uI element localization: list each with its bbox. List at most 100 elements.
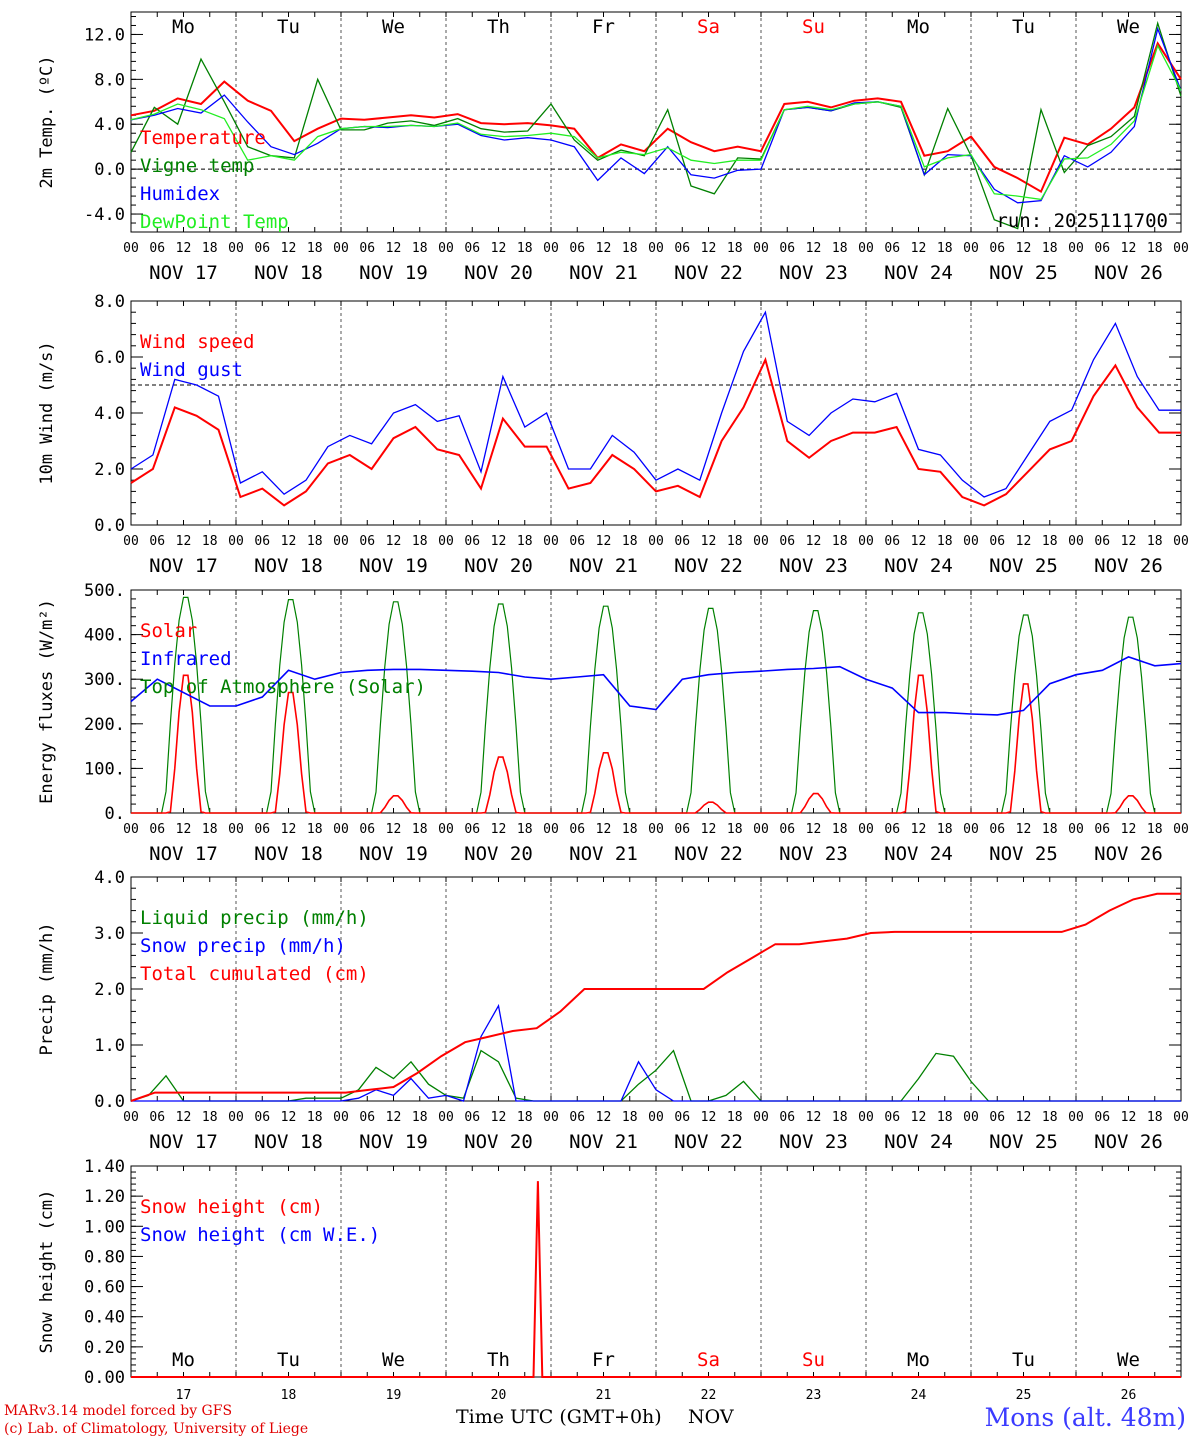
x-hour-label: 18: [202, 1110, 218, 1125]
x-hour-label: 00: [228, 534, 244, 549]
panel-flux: [130, 589, 1182, 814]
weekday-label: We: [382, 16, 405, 38]
x-hour-label: 12: [281, 241, 297, 256]
x-hour-label: 06: [464, 241, 480, 256]
y-tick-label: 3.0: [94, 924, 125, 944]
x-hour-label: 12: [1016, 1110, 1032, 1125]
legend-entry: Infrared: [140, 648, 232, 670]
day-number-label: 25: [1016, 1388, 1032, 1403]
x-date-label: NOV 21: [569, 843, 638, 865]
x-date-label: NOV 20: [464, 1131, 533, 1153]
x-hour-label: 12: [596, 534, 612, 549]
y-tick-label: 0.0: [94, 1092, 125, 1112]
x-hour-label: 06: [989, 1110, 1005, 1125]
x-hour-label: 12: [386, 1110, 402, 1125]
x-hour-label: 18: [1042, 822, 1058, 837]
weekday-label: Th: [487, 1349, 510, 1371]
x-hour-label: 06: [359, 241, 375, 256]
x-hour-label: 18: [517, 241, 533, 256]
x-hour-label: 00: [753, 534, 769, 549]
x-hour-label: 12: [806, 822, 822, 837]
y-axis-label: Precip (mm/h): [37, 922, 57, 1055]
y-tick-label: 0.0: [94, 160, 125, 180]
weekday-label: Mo: [907, 1349, 930, 1371]
x-hour-label: 18: [1147, 241, 1163, 256]
weekday-label: Su: [802, 16, 825, 38]
x-date-label: NOV 26: [1094, 843, 1163, 865]
legend-entry: Total cumulated (cm): [140, 963, 369, 985]
series-line-blue: [131, 1003, 1181, 1102]
legend-entry: Wind gust: [140, 359, 243, 381]
station-name: Mons (alt. 48m): [984, 1403, 1186, 1432]
legend-entry: Solar: [140, 620, 197, 642]
x-hour-label: 12: [701, 241, 717, 256]
x-date-label: NOV 22: [674, 555, 743, 577]
x-date-label: NOV 22: [674, 843, 743, 865]
x-date-label: NOV 21: [569, 262, 638, 284]
x-date-label: NOV 23: [779, 1131, 848, 1153]
series-line-green: [130, 20, 1182, 230]
x-hour-label: 12: [701, 534, 717, 549]
x-hour-label: 18: [937, 534, 953, 549]
x-hour-label: 00: [858, 534, 874, 549]
day-number-label: 22: [701, 1388, 717, 1403]
x-hour-label: 18: [622, 822, 638, 837]
x-hour-label: 06: [884, 534, 900, 549]
y-axis-label: Energy fluxes (W/m²): [37, 599, 57, 804]
day-number-label: 23: [806, 1388, 822, 1403]
x-hour-label: 06: [674, 241, 690, 256]
weekday-label: We: [382, 1349, 405, 1371]
x-hour-label: 12: [911, 534, 927, 549]
x-hour-label: 00: [333, 822, 349, 837]
x-hour-label: 00: [1173, 1110, 1189, 1125]
x-hour-label: 06: [149, 822, 165, 837]
y-tick-label: 200.: [84, 715, 125, 735]
x-date-label: NOV 26: [1094, 1131, 1163, 1153]
x-date-label: NOV 23: [779, 843, 848, 865]
x-hour-label: 06: [149, 241, 165, 256]
x-hour-label: 18: [622, 241, 638, 256]
x-hour-label: 12: [596, 241, 612, 256]
x-hour-label: 00: [1068, 534, 1084, 549]
time-axis-label: Time UTC (GMT+0h): [456, 1406, 662, 1428]
x-date-label: NOV 19: [359, 262, 428, 284]
x-hour-label: 06: [359, 1110, 375, 1125]
x-hour-label: 00: [228, 1110, 244, 1125]
x-hour-label: 00: [1068, 1110, 1084, 1125]
weekday-label: Mo: [172, 16, 195, 38]
x-date-label: NOV 18: [254, 843, 323, 865]
x-date-label: NOV 24: [884, 555, 953, 577]
x-date-label: NOV 17: [149, 1131, 218, 1153]
x-hour-label: 00: [753, 1110, 769, 1125]
x-hour-label: 06: [1094, 241, 1110, 256]
x-hour-label: 18: [202, 822, 218, 837]
x-hour-label: 12: [281, 822, 297, 837]
x-hour-label: 06: [464, 822, 480, 837]
x-hour-label: 18: [412, 241, 428, 256]
weekday-label: We: [1117, 16, 1140, 38]
x-hour-label: 06: [569, 241, 585, 256]
y-tick-label: 0.20: [84, 1338, 125, 1358]
legend-entry: Humidex: [140, 183, 220, 205]
series-line-red: [130, 892, 1181, 1102]
x-date-label: NOV 20: [464, 262, 533, 284]
legend-entry: Snow height (cm W.E.): [140, 1224, 380, 1246]
x-hour-label: 18: [412, 1110, 428, 1125]
day-number-label: 17: [176, 1388, 192, 1403]
x-hour-label: 00: [333, 1110, 349, 1125]
x-hour-label: 18: [937, 241, 953, 256]
weekday-label: Tu: [277, 1349, 300, 1371]
series-line-red: [130, 41, 1182, 194]
x-hour-label: 18: [622, 1110, 638, 1125]
x-hour-label: 12: [491, 822, 507, 837]
panel-precip: [130, 876, 1182, 1102]
x-hour-label: 06: [989, 241, 1005, 256]
x-hour-label: 18: [517, 534, 533, 549]
x-hour-label: 12: [176, 241, 192, 256]
x-hour-label: 18: [202, 241, 218, 256]
x-hour-label: 00: [438, 534, 454, 549]
x-date-label: NOV 25: [989, 262, 1058, 284]
legend-entry: DewPoint Temp: [140, 211, 289, 233]
x-hour-label: 06: [884, 822, 900, 837]
y-tick-label: 1.20: [84, 1187, 125, 1207]
